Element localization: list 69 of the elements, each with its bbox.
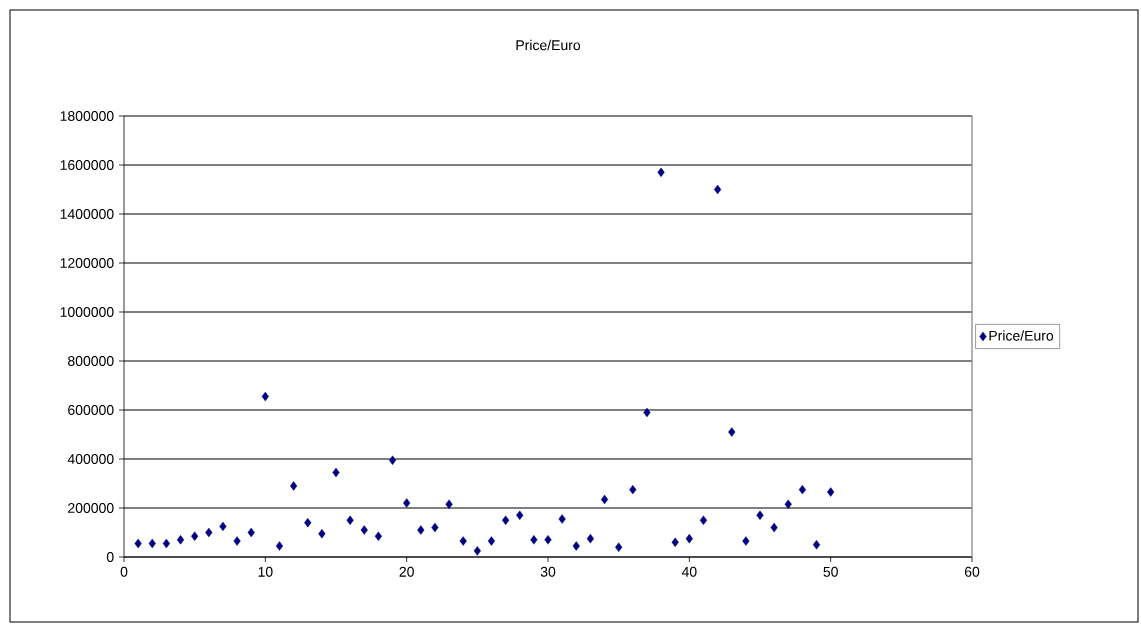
point bbox=[431, 522, 439, 533]
point bbox=[360, 525, 368, 535]
point bbox=[162, 538, 170, 549]
point bbox=[699, 515, 708, 525]
point bbox=[290, 481, 298, 491]
y-tick-label: 1400000 bbox=[60, 209, 114, 219]
point bbox=[812, 540, 821, 550]
y-tick-label: 1200000 bbox=[60, 258, 114, 268]
point bbox=[728, 427, 736, 437]
y-tick-label: 600000 bbox=[68, 405, 114, 415]
y-tick-label: 1800000 bbox=[60, 111, 114, 121]
point bbox=[600, 494, 609, 505]
chart-title: Price/Euro bbox=[516, 39, 581, 51]
y-tick-label: 800000 bbox=[68, 356, 114, 366]
legend-label: Price/Euro bbox=[989, 330, 1054, 341]
point bbox=[770, 522, 778, 533]
point bbox=[176, 535, 185, 545]
x-tick-label: 60 bbox=[964, 566, 980, 577]
point bbox=[657, 167, 665, 178]
point bbox=[798, 484, 806, 495]
point bbox=[827, 487, 835, 497]
x-tick-label: 40 bbox=[681, 566, 697, 577]
point bbox=[388, 455, 397, 465]
point bbox=[516, 510, 524, 521]
point bbox=[742, 536, 750, 546]
point bbox=[332, 467, 340, 478]
point bbox=[629, 484, 637, 495]
point bbox=[572, 541, 580, 551]
y-tick-label: 1000000 bbox=[60, 307, 114, 317]
point bbox=[247, 527, 255, 538]
y-tick-label: 1600000 bbox=[60, 160, 114, 170]
point bbox=[544, 535, 552, 545]
y-tick-label: 200000 bbox=[68, 503, 114, 513]
point bbox=[586, 533, 594, 544]
point bbox=[445, 499, 453, 510]
point bbox=[346, 515, 354, 525]
point bbox=[219, 521, 227, 532]
point bbox=[261, 391, 269, 402]
x-tick-label: 50 bbox=[823, 566, 838, 577]
point bbox=[417, 525, 425, 535]
point bbox=[558, 514, 566, 524]
point bbox=[318, 529, 326, 539]
point bbox=[714, 184, 722, 195]
point bbox=[134, 538, 142, 549]
point bbox=[784, 499, 792, 510]
point bbox=[615, 542, 623, 552]
point bbox=[205, 527, 213, 538]
point bbox=[304, 518, 312, 528]
point bbox=[487, 536, 496, 546]
point bbox=[374, 531, 382, 541]
point bbox=[685, 533, 693, 544]
point bbox=[756, 510, 764, 521]
y-tick-label: 0 bbox=[106, 552, 114, 562]
x-tick-label: 30 bbox=[540, 566, 556, 577]
point bbox=[530, 535, 538, 545]
point bbox=[275, 541, 284, 551]
point bbox=[459, 536, 467, 546]
point bbox=[643, 407, 651, 418]
point bbox=[473, 546, 481, 556]
point bbox=[502, 515, 510, 525]
point bbox=[671, 537, 679, 547]
x-tick-label: 0 bbox=[120, 566, 128, 577]
point bbox=[191, 531, 199, 541]
x-tick-label: 10 bbox=[258, 566, 273, 577]
point bbox=[403, 498, 411, 508]
point bbox=[233, 536, 241, 546]
y-tick-label: 400000 bbox=[67, 454, 114, 464]
point bbox=[148, 538, 156, 549]
x-tick-label: 20 bbox=[399, 566, 414, 577]
